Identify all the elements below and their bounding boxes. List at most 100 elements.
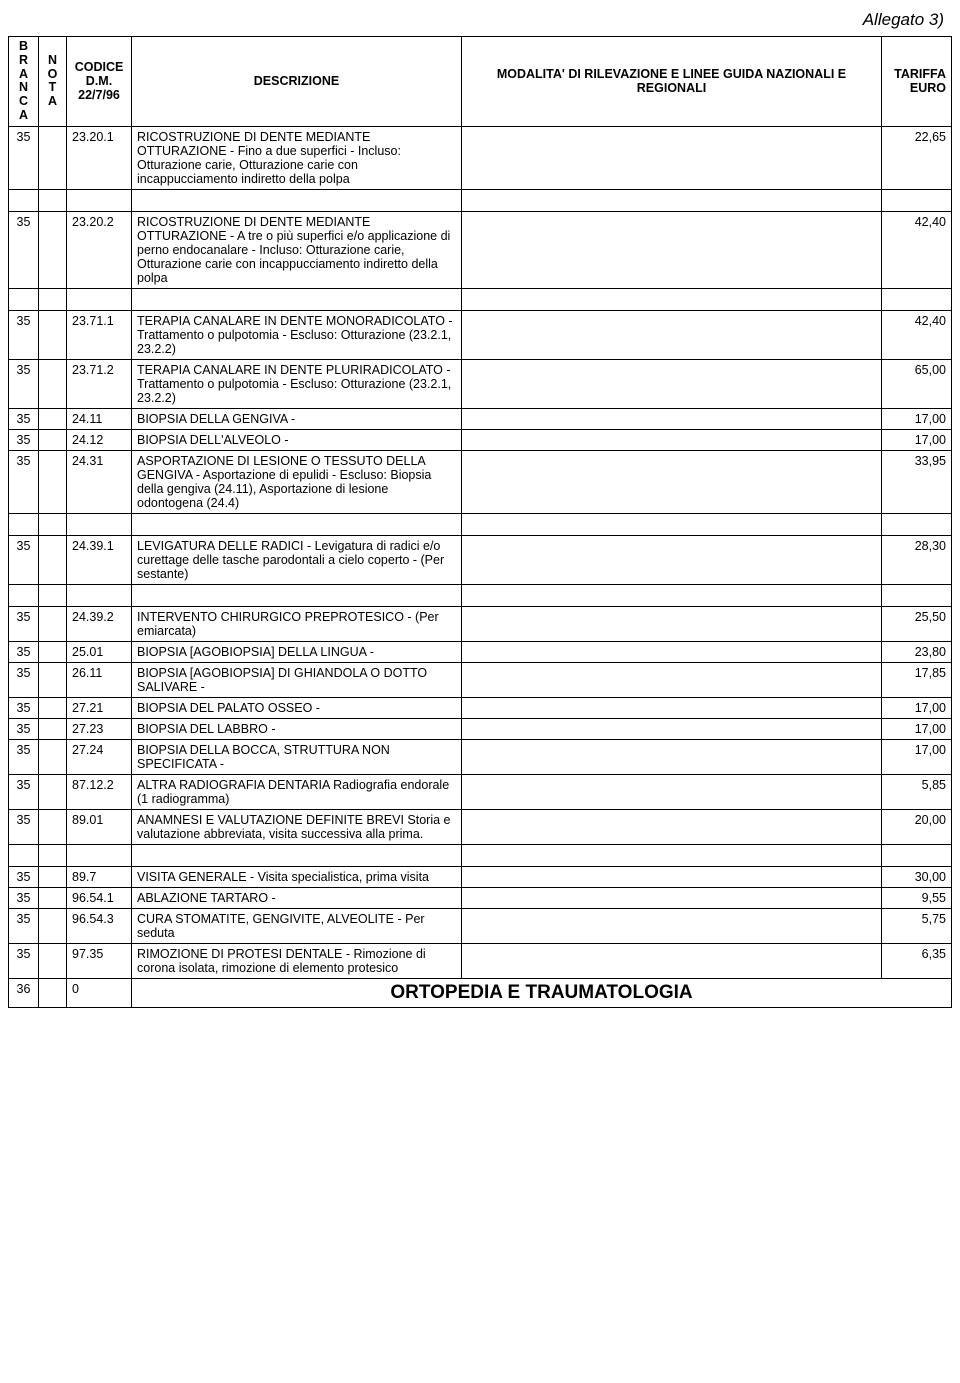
cell-branca: 35 bbox=[9, 641, 39, 662]
spacer-cell bbox=[67, 584, 132, 606]
page-title: Allegato 3) bbox=[8, 10, 944, 30]
header-descrizione: DESCRIZIONE bbox=[132, 37, 462, 127]
cell-descrizione: INTERVENTO CHIRURGICO PREPROTESICO - (Pe… bbox=[132, 606, 462, 641]
spacer-cell bbox=[462, 288, 882, 310]
cell-branca: 35 bbox=[9, 739, 39, 774]
cell-branca: 35 bbox=[9, 211, 39, 288]
spacer-cell bbox=[9, 513, 39, 535]
cell-modalita bbox=[462, 359, 882, 408]
cell-codice: 27.24 bbox=[67, 739, 132, 774]
cell-branca: 35 bbox=[9, 662, 39, 697]
table-row: 3589.01ANAMNESI E VALUTAZIONE DEFINITE B… bbox=[9, 809, 952, 844]
cell-codice: 96.54.1 bbox=[67, 887, 132, 908]
spacer-cell bbox=[39, 513, 67, 535]
cell-branca: 35 bbox=[9, 887, 39, 908]
cell-modalita bbox=[462, 887, 882, 908]
cell-modalita bbox=[462, 718, 882, 739]
table-row: 3524.11BIOPSIA DELLA GENGIVA -17,00 bbox=[9, 408, 952, 429]
cell-nota bbox=[39, 211, 67, 288]
cell-descrizione: CURA STOMATITE, GENGIVITE, ALVEOLITE - P… bbox=[132, 908, 462, 943]
cell-nota bbox=[39, 662, 67, 697]
table-row: 3596.54.3CURA STOMATITE, GENGIVITE, ALVE… bbox=[9, 908, 952, 943]
table-row: 3524.12BIOPSIA DELL'ALVEOLO -17,00 bbox=[9, 429, 952, 450]
cell-tariffa: 22,65 bbox=[882, 126, 952, 189]
cell-descrizione: LEVIGATURA DELLE RADICI - Levigatura di … bbox=[132, 535, 462, 584]
table-row: 3525.01BIOPSIA [AGOBIOPSIA] DELLA LINGUA… bbox=[9, 641, 952, 662]
cell-codice: 89.01 bbox=[67, 809, 132, 844]
cell-modalita bbox=[462, 641, 882, 662]
spacer-cell bbox=[462, 584, 882, 606]
cell-nota bbox=[39, 310, 67, 359]
spacer-cell bbox=[67, 844, 132, 866]
cell-codice: 23.71.2 bbox=[67, 359, 132, 408]
table-row: 3587.12.2ALTRA RADIOGRAFIA DENTARIA Radi… bbox=[9, 774, 952, 809]
cell-tariffa: 23,80 bbox=[882, 641, 952, 662]
cell-branca: 35 bbox=[9, 310, 39, 359]
cell-tariffa: 28,30 bbox=[882, 535, 952, 584]
spacer-cell bbox=[462, 189, 882, 211]
cell-nota bbox=[39, 429, 67, 450]
main-table: BRANCA NOTA CODICE D.M. 22/7/96 DESCRIZI… bbox=[8, 36, 952, 1008]
cell-codice: 97.35 bbox=[67, 943, 132, 978]
cell-descrizione: RICOSTRUZIONE DI DENTE MEDIANTE OTTURAZI… bbox=[132, 211, 462, 288]
spacer-cell bbox=[462, 844, 882, 866]
spacer-cell bbox=[882, 513, 952, 535]
cell-nota bbox=[39, 943, 67, 978]
spacer-cell bbox=[39, 584, 67, 606]
cell-codice: 26.11 bbox=[67, 662, 132, 697]
section-branca: 36 bbox=[9, 978, 39, 1007]
spacer-cell bbox=[39, 189, 67, 211]
table-row: 35 24.31ASPORTAZIONE DI LESIONE O TESSUTO… bbox=[9, 450, 952, 513]
cell-descrizione: BIOPSIA DEL PALATO OSSEO - bbox=[132, 697, 462, 718]
cell-nota bbox=[39, 908, 67, 943]
cell-modalita bbox=[462, 126, 882, 189]
cell-tariffa: 5,75 bbox=[882, 908, 952, 943]
spacer-cell bbox=[882, 189, 952, 211]
cell-codice: 24.39.2 bbox=[67, 606, 132, 641]
cell-codice: 23.71.1 bbox=[67, 310, 132, 359]
cell-codice: 87.12.2 bbox=[67, 774, 132, 809]
cell-nota bbox=[39, 450, 67, 513]
cell-modalita bbox=[462, 697, 882, 718]
section-codice: 0 bbox=[67, 978, 132, 1007]
cell-codice: 96.54.3 bbox=[67, 908, 132, 943]
cell-descrizione: BIOPSIA [AGOBIOPSIA] DI GHIANDOLA O DOTT… bbox=[132, 662, 462, 697]
cell-tariffa: 17,00 bbox=[882, 718, 952, 739]
cell-branca: 35 bbox=[9, 943, 39, 978]
table-row: 35 97.35RIMOZIONE DI PROTESI DENTALE - Ri… bbox=[9, 943, 952, 978]
spacer-cell bbox=[132, 513, 462, 535]
cell-codice: 24.11 bbox=[67, 408, 132, 429]
spacer-cell bbox=[39, 288, 67, 310]
table-row: 3524.39.1LEVIGATURA DELLE RADICI - Levig… bbox=[9, 535, 952, 584]
cell-codice: 24.31 bbox=[67, 450, 132, 513]
cell-nota bbox=[39, 606, 67, 641]
spacer-cell bbox=[9, 189, 39, 211]
cell-descrizione: ASPORTAZIONE DI LESIONE O TESSUTO DELLA … bbox=[132, 450, 462, 513]
table-row: 3523.71.2TERAPIA CANALARE IN DENTE PLURI… bbox=[9, 359, 952, 408]
spacer-row bbox=[9, 288, 952, 310]
cell-branca: 35 bbox=[9, 866, 39, 887]
cell-modalita bbox=[462, 211, 882, 288]
cell-codice: 89.7 bbox=[67, 866, 132, 887]
header-nota: NOTA bbox=[39, 37, 67, 127]
cell-nota bbox=[39, 718, 67, 739]
cell-modalita bbox=[462, 809, 882, 844]
cell-branca: 35 bbox=[9, 408, 39, 429]
cell-nota bbox=[39, 126, 67, 189]
cell-tariffa: 17,00 bbox=[882, 408, 952, 429]
cell-modalita bbox=[462, 774, 882, 809]
header-branca: BRANCA bbox=[9, 37, 39, 127]
table-row: 3523.20.2RICOSTRUZIONE DI DENTE MEDIANTE… bbox=[9, 211, 952, 288]
cell-nota bbox=[39, 408, 67, 429]
cell-nota bbox=[39, 535, 67, 584]
cell-descrizione: ANAMNESI E VALUTAZIONE DEFINITE BREVI St… bbox=[132, 809, 462, 844]
cell-branca: 35 bbox=[9, 450, 39, 513]
spacer-cell bbox=[9, 844, 39, 866]
cell-codice: 24.12 bbox=[67, 429, 132, 450]
cell-descrizione: BIOPSIA [AGOBIOPSIA] DELLA LINGUA - bbox=[132, 641, 462, 662]
cell-branca: 35 bbox=[9, 126, 39, 189]
spacer-cell bbox=[882, 584, 952, 606]
spacer-cell bbox=[39, 844, 67, 866]
cell-descrizione: RIMOZIONE DI PROTESI DENTALE - Rimozione… bbox=[132, 943, 462, 978]
table-row: 3527.21BIOPSIA DEL PALATO OSSEO -17,00 bbox=[9, 697, 952, 718]
